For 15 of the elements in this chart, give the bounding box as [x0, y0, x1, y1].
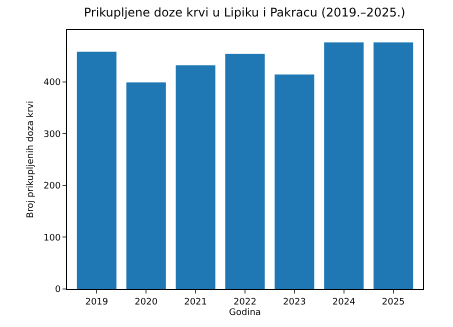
x-tick-label: 2024 — [332, 297, 356, 308]
x-tick-label: 2023 — [282, 297, 306, 308]
y-tick-label: 300 — [44, 130, 61, 140]
x-tick-label: 2019 — [85, 297, 108, 308]
x-tick-label: 2021 — [184, 297, 208, 308]
y-tick-label: 200 — [44, 182, 61, 192]
x-axis-title: Godina — [229, 308, 261, 318]
chart-title: Prikupljene doze krvi u Lipiku i Pakracu (2019.–2025.) — [84, 6, 406, 20]
x-tick-label: 2022 — [234, 297, 256, 308]
x-tick-label: 2025 — [382, 297, 405, 308]
y-tick-label: 400 — [44, 78, 61, 88]
y-tick-label: 0 — [54, 285, 61, 296]
x-tick-label: 2020 — [134, 297, 158, 308]
y-tick-label: 100 — [44, 233, 61, 244]
y-axis-title: Broj prikupljenih doza krvi — [26, 100, 36, 218]
